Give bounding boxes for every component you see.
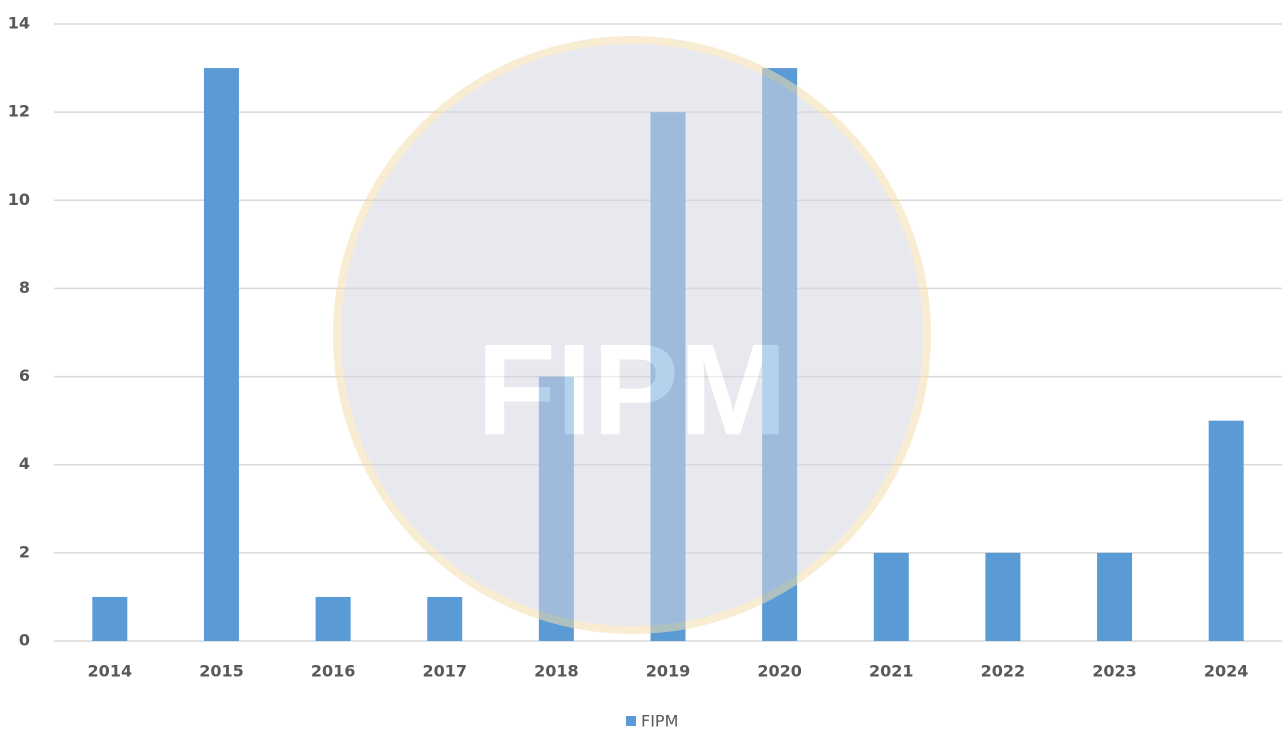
- x-tick-label: 2017: [422, 662, 467, 681]
- y-tick-label: 2: [19, 542, 30, 561]
- x-tick-label: 2018: [534, 662, 579, 681]
- chart: FIPM 0 2 4 6 8 10 12 14 2014 2015 2016 2017 2018 2019…: [0, 0, 1282, 733]
- x-tick-label: 2016: [311, 662, 356, 681]
- x-tick-label: 2023: [1092, 662, 1137, 681]
- y-tick-label: 0: [19, 631, 30, 650]
- x-tick-label: 2014: [88, 662, 133, 681]
- y-tick-label: 10: [8, 190, 30, 209]
- x-tick-label: 2024: [1204, 662, 1249, 681]
- x-tick-label: 2015: [199, 662, 244, 681]
- bar: [1097, 553, 1132, 641]
- watermark: FIPM: [337, 40, 927, 630]
- x-tick-label: 2021: [869, 662, 914, 681]
- y-tick-label: 14: [8, 14, 30, 33]
- legend-swatch: [626, 716, 636, 726]
- legend-label: FIPM: [641, 712, 678, 731]
- y-tick-label: 4: [19, 454, 30, 473]
- watermark-text: FIPM: [477, 316, 788, 462]
- y-tick-label: 8: [19, 278, 30, 297]
- y-tick-label: 6: [19, 366, 30, 385]
- bar: [1209, 421, 1244, 641]
- x-tick-label: 2020: [757, 662, 802, 681]
- bar: [92, 597, 127, 641]
- bar: [985, 553, 1020, 641]
- x-tick-label: 2019: [646, 662, 691, 681]
- bar: [204, 68, 239, 641]
- bar: [427, 597, 462, 641]
- x-tick-label: 2022: [981, 662, 1026, 681]
- bar: [316, 597, 351, 641]
- bar: [874, 553, 909, 641]
- y-tick-label: 12: [8, 102, 30, 121]
